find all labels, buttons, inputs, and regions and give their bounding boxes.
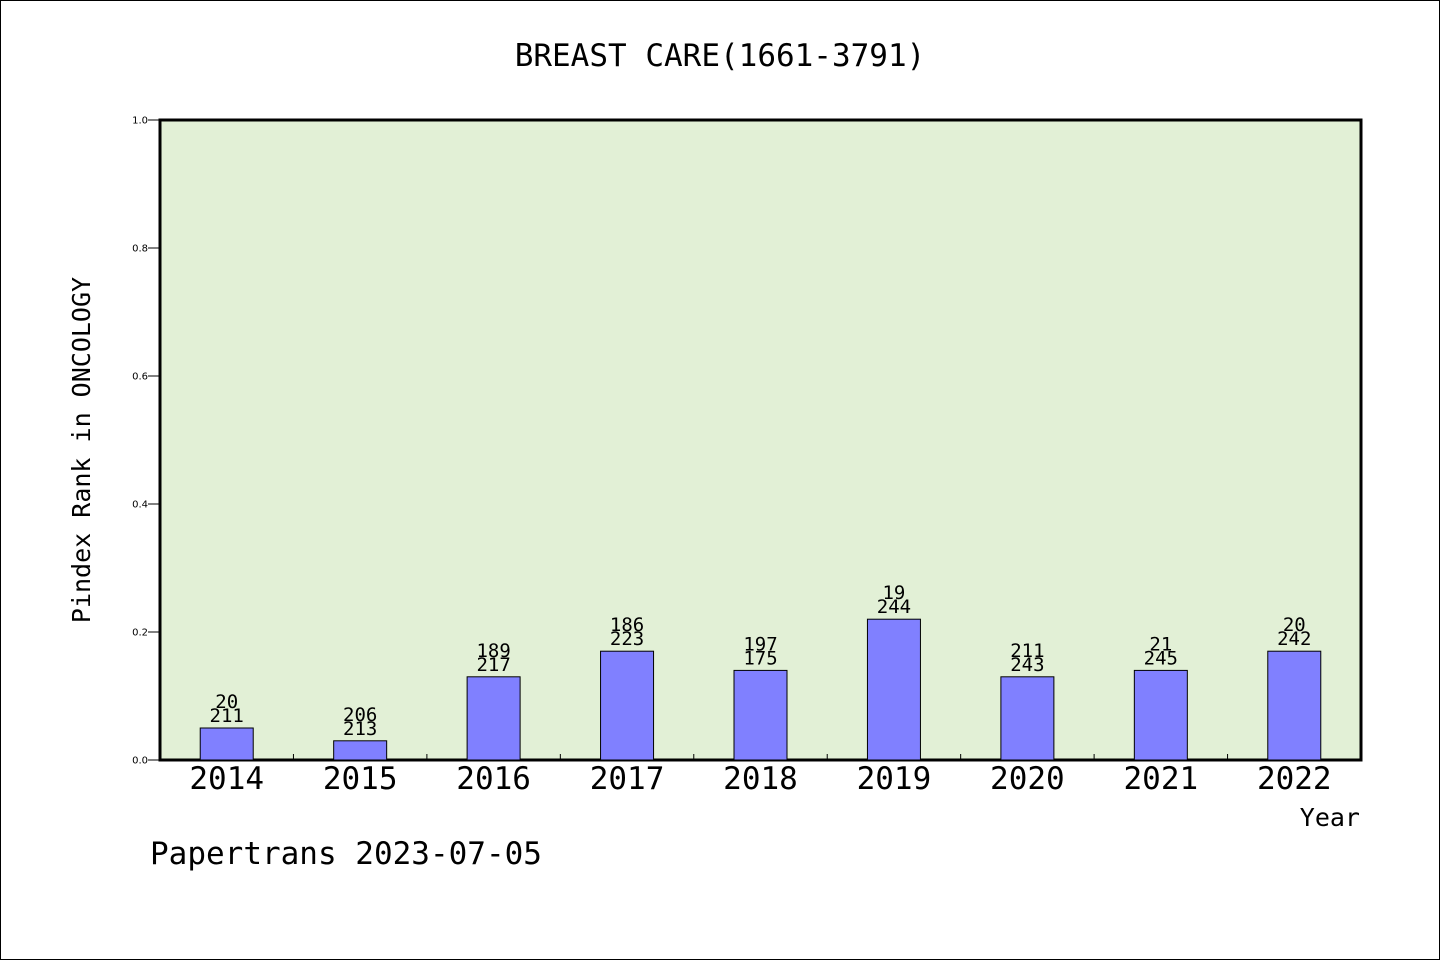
x-axis-label: Year [1300,803,1360,832]
x-tick-label: 2022 [1257,761,1332,797]
bar-2016 [466,676,521,761]
chart-title: BREAST CARE(1661-3791) [515,38,926,74]
bar-label-bottom: 213 [343,718,377,740]
bar-2018 [733,669,788,761]
y-tick-label: 0.2 [132,628,148,639]
bar-label-top: 21 [1149,633,1172,655]
bar-label-bottom: 244 [877,596,911,618]
footer-credit: Papertrans 2023-07-05 [150,836,542,872]
bar-label-bottom: 217 [476,654,510,676]
y-axis: 0.0 0.2 0.4 0.6 0.8 1.0 [132,116,160,767]
bar-label-bottom: 242 [1277,628,1311,650]
bar-2021 [1133,669,1188,761]
y-tick-label: 0.4 [132,500,148,511]
bar-label-top: 211 [1010,640,1044,662]
bar-label-bottom: 245 [1144,647,1178,669]
bar-label-bottom: 175 [743,647,777,669]
bar-2020 [1000,676,1055,761]
bar-label-top: 189 [476,640,510,662]
bar-label-top: 19 [882,582,905,604]
x-tick-label: 2020 [990,761,1065,797]
y-tick-label: 0.8 [132,244,148,255]
x-tick-label: 2014 [189,761,264,797]
x-tick-label: 2016 [456,761,531,797]
bar-2014 [199,727,254,761]
bar-label-top: 186 [610,614,644,636]
x-tick-label: 2019 [857,761,932,797]
x-tick-label: 2017 [590,761,665,797]
bar-label-bottom: 243 [1010,654,1044,676]
bar-label-top: 20 [1283,614,1306,636]
bar-label-top: 206 [343,704,377,726]
x-axis: 2014 2015 2016 2017 2018 2019 2020 2021 2022 [189,754,1332,797]
bar-label-bottom: 223 [610,628,644,650]
bar-label-top: 20 [215,691,238,713]
y-tick-label: 1.0 [132,116,148,127]
plot-area [158,118,1363,762]
bar-2022 [1267,650,1322,761]
y-tick-label: 0.6 [132,372,148,383]
bar-2015 [333,740,388,761]
bar-2017 [600,650,655,761]
y-axis-label: Pindex Rank in ONCOLOGY [67,277,96,623]
x-tick-label: 2018 [723,761,798,797]
bar-label-bottom: 211 [210,705,244,727]
bar-2019 [866,618,921,761]
y-tick-label: 0.0 [132,756,148,767]
bar-label-top: 197 [743,633,777,655]
x-tick-label: 2015 [323,761,398,797]
x-tick-label: 2021 [1124,761,1199,797]
